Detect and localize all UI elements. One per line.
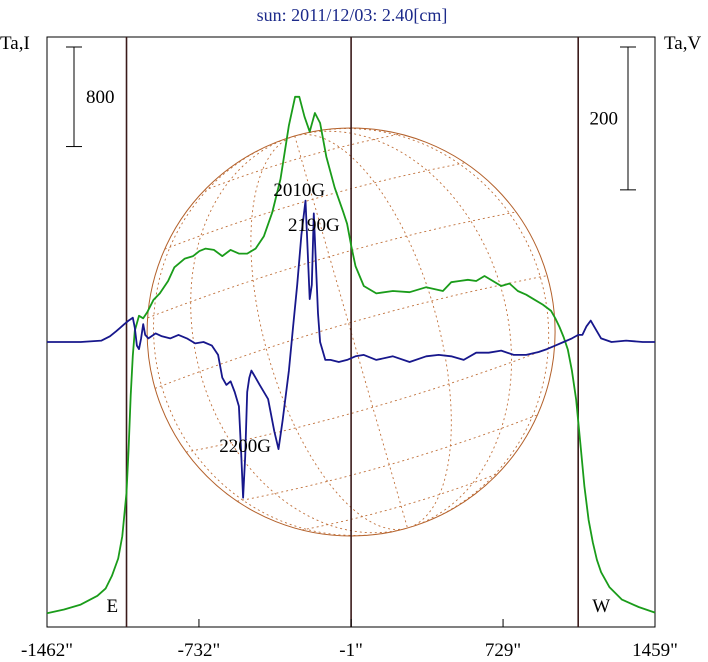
intensity-line [46, 95, 656, 615]
parallel-line [186, 345, 555, 453]
annotation-label: 2190G [288, 215, 340, 236]
scale-bar-label: 200 [590, 108, 619, 129]
meridian-line [294, 130, 512, 529]
left-axis-label: Ta,I [0, 33, 30, 54]
parallel-line [164, 162, 466, 250]
parallel-line [301, 473, 499, 531]
x-tick-label: -732" [178, 640, 221, 661]
meridian-line [190, 135, 408, 534]
chart-title: sun: 2011/12/03: 2.40[cm] [257, 5, 448, 25]
heliographic-grid [147, 128, 555, 536]
series-group [46, 95, 656, 615]
meridian-line [294, 128, 550, 529]
meridian-line [153, 135, 408, 536]
x-tick-label: 729" [485, 640, 521, 661]
parallel-line [147, 211, 517, 319]
limb-label: E [107, 596, 119, 617]
x-axis-ticks: -1462" -732" -1" 729" 1459" [21, 619, 678, 661]
polarization-line [47, 199, 655, 499]
limb-label: W [592, 596, 610, 617]
x-tick-label: 1459" [632, 640, 678, 661]
parallel-line [237, 414, 538, 502]
scale-bars: 800 200 [66, 46, 636, 191]
annotation-label: 2010G [273, 180, 325, 201]
parallel-line [154, 275, 548, 389]
meridian-line [294, 134, 452, 529]
scale-bar-label: 800 [86, 87, 115, 108]
annotations: 2010G 2190G 2200G [219, 180, 340, 457]
right-axis-label: Ta,V [664, 33, 701, 54]
x-tick-label: -1462" [21, 640, 73, 661]
x-tick-label: -1" [339, 640, 363, 661]
annotation-label: 2200G [219, 436, 271, 457]
